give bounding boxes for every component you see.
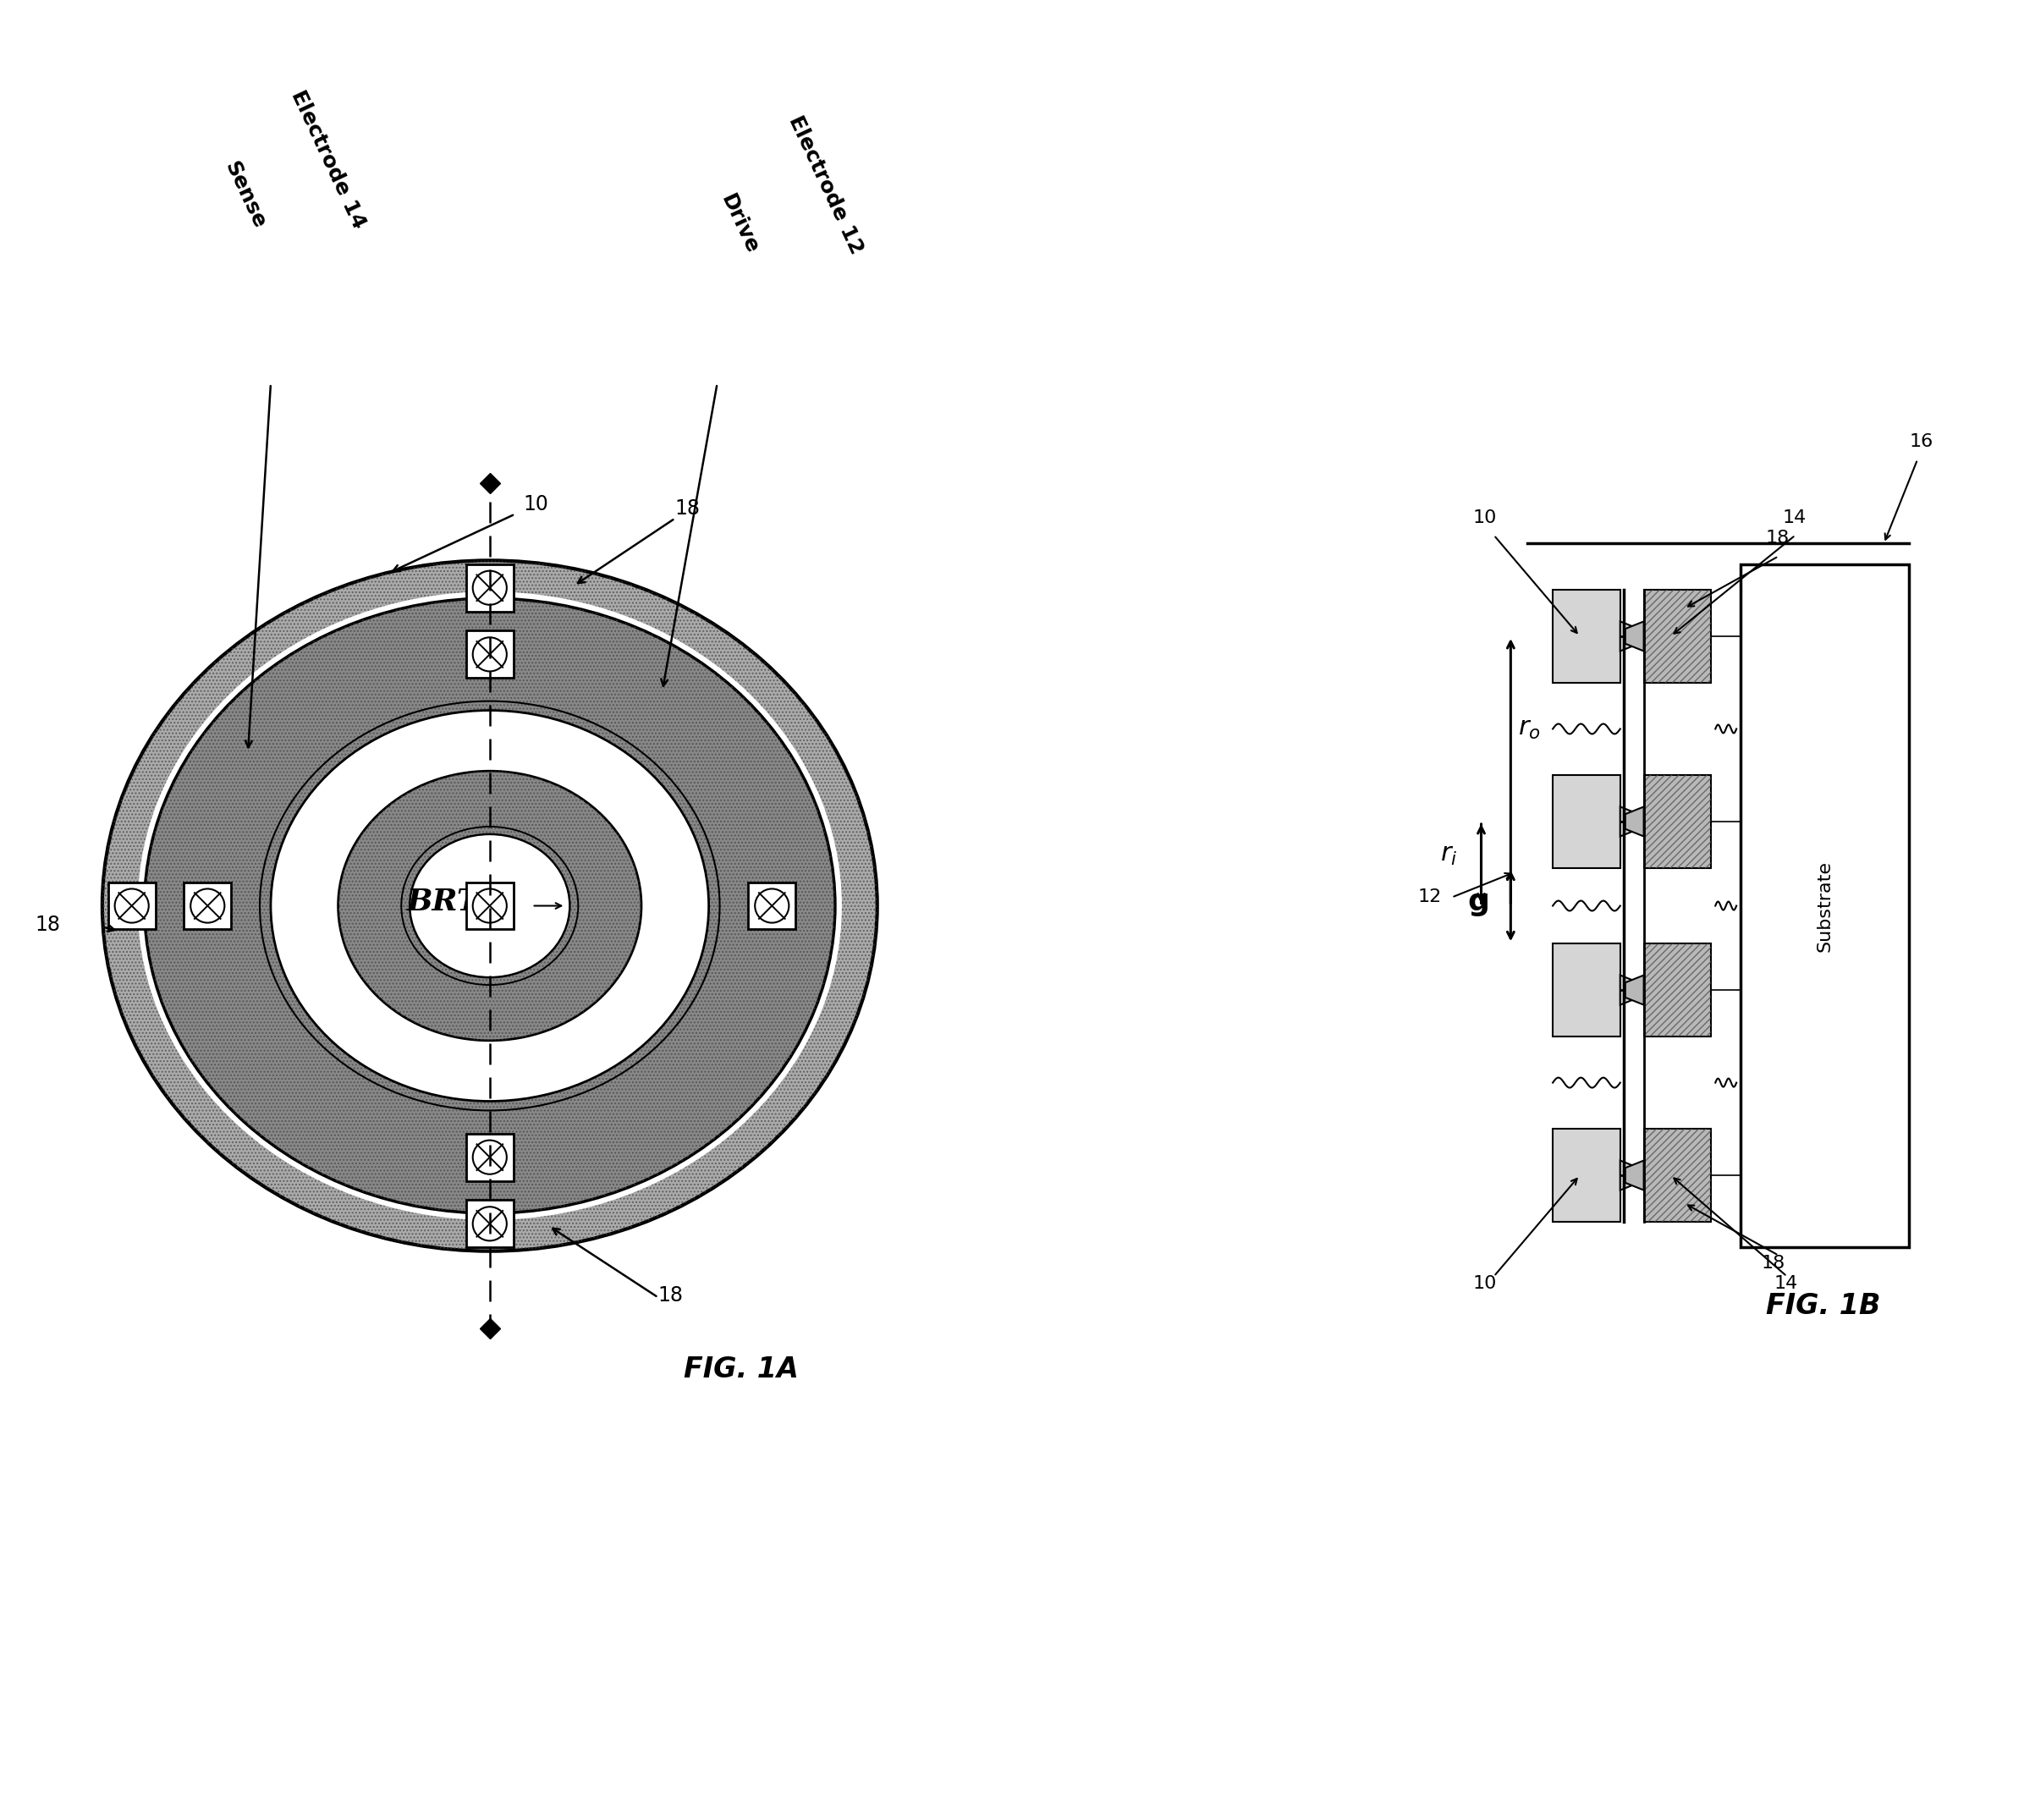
Bar bbox=[466, 632, 514, 677]
Text: Substrate: Substrate bbox=[1816, 861, 1834, 952]
Bar bbox=[1552, 1128, 1619, 1221]
Bar bbox=[466, 1199, 514, 1247]
Text: 16: 16 bbox=[1909, 433, 1933, 450]
Polygon shape bbox=[1625, 806, 1643, 837]
Text: 18: 18 bbox=[1761, 1254, 1785, 1272]
Text: 12: 12 bbox=[1419, 888, 1441, 905]
Text: Sense: Sense bbox=[221, 158, 269, 231]
Ellipse shape bbox=[138, 592, 842, 1219]
Text: 14: 14 bbox=[1783, 510, 1807, 526]
Text: 18: 18 bbox=[34, 915, 61, 935]
Text: Electrode 14: Electrode 14 bbox=[287, 87, 370, 231]
Bar bbox=[1643, 1128, 1710, 1221]
Ellipse shape bbox=[271, 710, 708, 1101]
Ellipse shape bbox=[409, 834, 571, 977]
Bar bbox=[1643, 1128, 1710, 1221]
Bar bbox=[1552, 775, 1619, 868]
Polygon shape bbox=[1625, 1161, 1643, 1190]
Text: $r_o$: $r_o$ bbox=[1518, 717, 1540, 741]
Bar bbox=[466, 564, 514, 612]
Bar bbox=[1741, 564, 1909, 1247]
Polygon shape bbox=[1625, 621, 1643, 652]
Text: $r_i$: $r_i$ bbox=[1441, 843, 1457, 868]
Bar bbox=[466, 1134, 514, 1181]
Polygon shape bbox=[1619, 1161, 1639, 1190]
Bar bbox=[1643, 775, 1710, 868]
Text: 18: 18 bbox=[676, 499, 700, 519]
Circle shape bbox=[480, 895, 500, 915]
Bar bbox=[1643, 590, 1710, 682]
Ellipse shape bbox=[338, 772, 642, 1041]
Text: 10: 10 bbox=[1473, 1276, 1498, 1292]
Polygon shape bbox=[1619, 621, 1639, 652]
Bar bbox=[1643, 945, 1710, 1036]
Text: 18: 18 bbox=[1765, 530, 1789, 548]
Polygon shape bbox=[1625, 976, 1643, 1005]
Ellipse shape bbox=[144, 599, 836, 1214]
Bar bbox=[1643, 945, 1710, 1036]
Bar bbox=[1552, 945, 1619, 1036]
Text: 18: 18 bbox=[658, 1285, 684, 1307]
Bar bbox=[1643, 775, 1710, 868]
Text: 10: 10 bbox=[1473, 510, 1498, 526]
Text: g: g bbox=[1467, 886, 1490, 915]
Text: Drive: Drive bbox=[716, 191, 763, 257]
Bar bbox=[749, 883, 795, 930]
Bar bbox=[1552, 590, 1619, 682]
Text: Electrode 12: Electrode 12 bbox=[785, 113, 866, 257]
Text: FIG. 1A: FIG. 1A bbox=[684, 1356, 797, 1383]
Bar bbox=[107, 883, 156, 930]
Text: 14: 14 bbox=[1775, 1276, 1797, 1292]
Polygon shape bbox=[1619, 976, 1639, 1005]
Ellipse shape bbox=[103, 561, 876, 1250]
Text: FIG. 1B: FIG. 1B bbox=[1765, 1292, 1880, 1320]
Bar bbox=[184, 883, 231, 930]
Text: 10: 10 bbox=[524, 493, 549, 513]
Bar bbox=[466, 883, 514, 930]
Bar bbox=[1643, 590, 1710, 682]
Polygon shape bbox=[1619, 806, 1639, 837]
Text: BRT: BRT bbox=[407, 886, 480, 915]
